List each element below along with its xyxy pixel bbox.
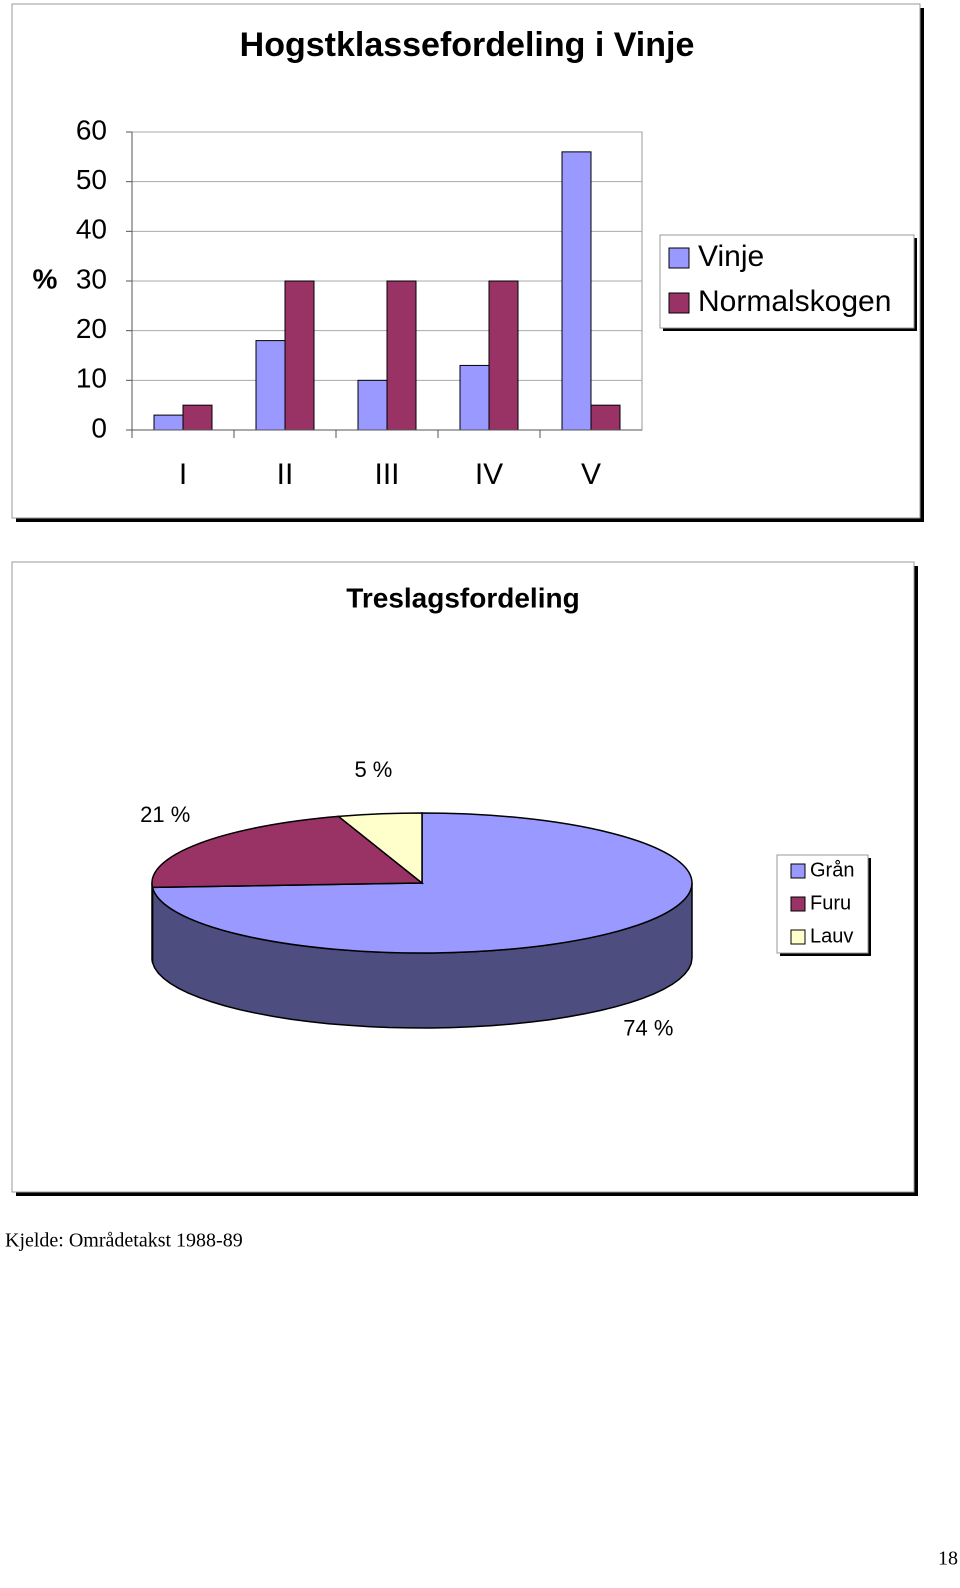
x-tick-label: V — [581, 458, 601, 491]
y-axis-label: % — [33, 263, 58, 294]
y-tick-label: 40 — [76, 214, 107, 245]
bar — [357, 379, 388, 431]
bar — [590, 404, 621, 431]
bar — [153, 414, 184, 431]
data-label: 74 % — [623, 1016, 673, 1041]
pie-slice — [151, 815, 425, 889]
y-tick-label: 50 — [76, 164, 107, 195]
y-tick-label: 10 — [76, 363, 107, 394]
chart-title: Treslagsfordeling — [346, 582, 579, 613]
legend-label: Vinje — [698, 240, 764, 273]
y-tick-label: 60 — [76, 114, 107, 145]
pie-slice-side — [151, 883, 154, 963]
bar — [488, 280, 519, 431]
x-tick-label: I — [179, 458, 187, 491]
legend-swatch — [668, 247, 690, 269]
legend-swatch — [790, 929, 806, 945]
chart-title: Hogstklassefordeling i Vinje — [240, 26, 695, 64]
y-tick-label: 0 — [91, 412, 107, 443]
data-label: 21 % — [140, 802, 190, 827]
bar — [182, 404, 213, 431]
x-tick-label: II — [277, 458, 294, 491]
bar — [284, 280, 315, 431]
bar — [561, 151, 592, 431]
y-tick-label: 20 — [76, 313, 107, 344]
bar — [386, 280, 417, 431]
pie-slice — [336, 812, 423, 885]
source-note: Kjelde: Områdetakst 1988-89 — [5, 1230, 243, 1252]
x-tick-label: IV — [475, 458, 503, 491]
legend-label: Grån — [810, 859, 854, 881]
legend-box — [659, 234, 915, 329]
legend-label: Lauv — [810, 925, 853, 947]
page-number: 18 — [938, 1548, 958, 1570]
y-tick-label: 30 — [76, 263, 107, 294]
bar — [459, 364, 490, 431]
legend-label: Normalskogen — [698, 285, 891, 318]
bar — [255, 340, 286, 431]
legend-swatch — [790, 896, 806, 912]
legend-swatch — [668, 292, 690, 314]
data-label: 5 % — [354, 757, 392, 782]
x-tick-label: III — [374, 458, 399, 491]
legend-label: Furu — [810, 892, 851, 914]
legend-swatch — [790, 863, 806, 879]
